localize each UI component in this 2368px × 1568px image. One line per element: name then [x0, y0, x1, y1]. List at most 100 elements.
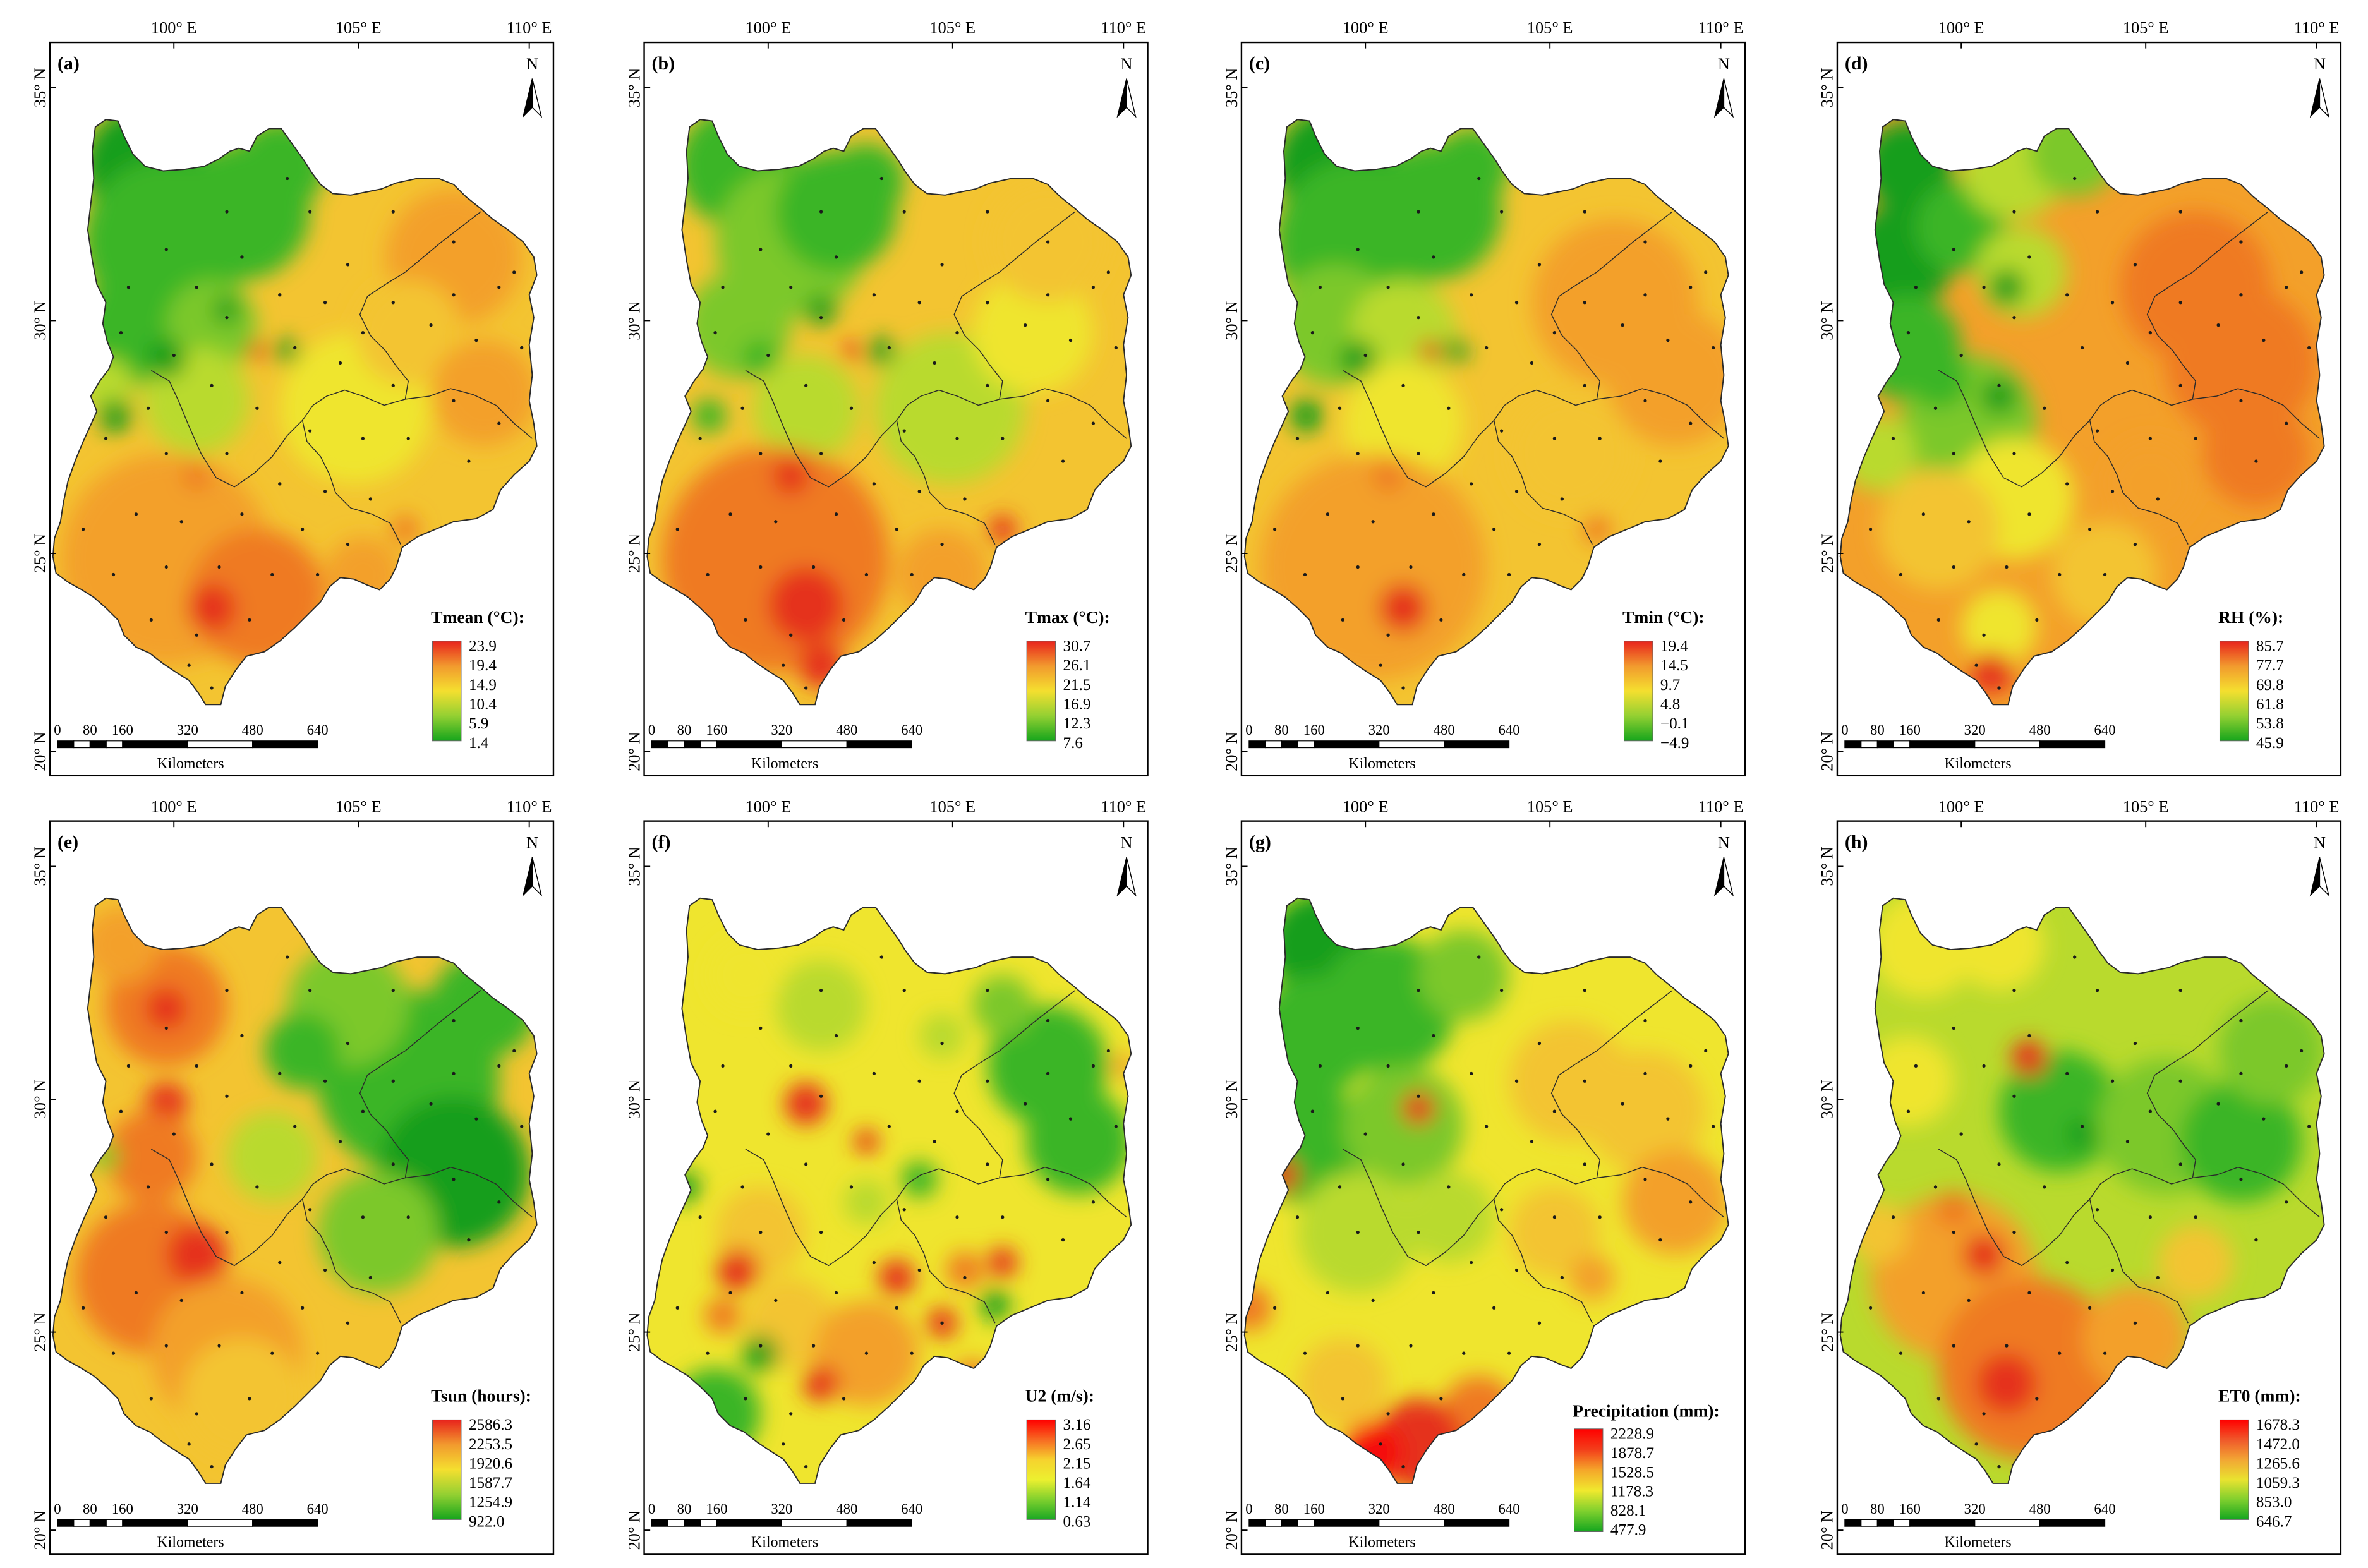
weather-station-dot	[497, 286, 501, 289]
weather-station-dot	[452, 240, 456, 244]
weather-station-dot	[940, 1321, 944, 1325]
weather-station-dot	[361, 1215, 365, 1219]
weather-station-dot	[2073, 176, 2077, 181]
legend: ET0 (mm): 1678.3 1472.0 1265.6 1059.3 853.0 64…	[2218, 1386, 2301, 1531]
weather-station-dot	[1643, 1071, 1647, 1075]
weather-station-dot	[1068, 338, 1073, 342]
legend-value: 19.4	[1660, 638, 1688, 655]
weather-station-dot	[104, 437, 108, 440]
weather-station-dot	[2081, 1125, 2084, 1128]
weather-station-dot	[323, 490, 327, 493]
weather-station-dot	[2239, 1178, 2243, 1181]
weather-station-dot	[2095, 1208, 2099, 1212]
weather-station-dot	[240, 1291, 244, 1294]
longitude-label: 100° E	[1343, 19, 1389, 37]
legend-value: 1678.3	[2256, 1416, 2300, 1433]
weather-station-dot	[1514, 1079, 1519, 1083]
weather-station-dot	[1936, 618, 1940, 622]
weather-station-dot	[1552, 330, 1557, 335]
weather-station-dot	[759, 248, 763, 251]
weather-station-dot	[1643, 293, 1647, 297]
scale-bar-tick-label: 0	[1245, 1501, 1252, 1517]
weather-station-dot	[872, 1071, 876, 1075]
weather-station-dot	[1891, 1215, 1895, 1219]
map-value-patch	[989, 516, 1017, 543]
weather-station-dot	[1401, 1162, 1405, 1166]
weather-station-dot	[225, 989, 229, 992]
weather-station-dot	[2103, 572, 2107, 577]
weather-station-dot	[512, 1049, 516, 1053]
map-value-patch	[1935, 1191, 1972, 1228]
weather-station-dot	[520, 346, 524, 350]
weather-station-dot	[804, 1464, 808, 1469]
scale-bar-unit-label: Kilometers	[1944, 1534, 2011, 1550]
weather-station-dot	[902, 1208, 906, 1212]
weather-station-dot	[766, 353, 770, 358]
scale-bar-tick-label: 160	[706, 722, 727, 738]
map-value-patch	[1403, 1171, 1494, 1263]
map-value-patch	[1908, 347, 1969, 409]
longitude-label: 110° E	[1698, 797, 1744, 816]
map-value-patch	[1379, 583, 1428, 632]
weather-station-dot	[2043, 1185, 2046, 1189]
weather-station-dot	[240, 512, 244, 516]
weather-station-dot	[1046, 240, 1050, 244]
latitude-label: 30° N	[625, 1080, 643, 1119]
scale-bar-segment	[667, 740, 685, 749]
map-value-patch	[1297, 1338, 1389, 1429]
weather-station-dot	[1091, 421, 1096, 425]
weather-station-dot	[1982, 633, 1986, 637]
north-arrow-right-half	[2319, 857, 2330, 897]
weather-station-dot	[1537, 1321, 1542, 1325]
scale-bar-tick-label: 640	[307, 722, 329, 738]
scale-bar-segment	[1265, 740, 1282, 749]
scale-bar-tick-label: 320	[1368, 1501, 1390, 1517]
weather-station-dot	[1046, 1071, 1050, 1075]
province-boundary	[301, 1198, 401, 1324]
scale-bar-tick-label: 480	[836, 1501, 857, 1517]
province-boundary	[1342, 1149, 1597, 1267]
province-boundary	[2192, 1166, 2320, 1218]
weather-station-dot	[293, 1125, 297, 1128]
weather-station-dot	[2125, 361, 2130, 365]
weather-station-dot	[1318, 1064, 1322, 1068]
weather-station-dot	[1689, 1064, 1693, 1068]
panel-d: 100° E 105° E 110° E 35° N 30° N 25° N 20° N (d…	[1818, 19, 2342, 777]
scale-bar-tick-label: 640	[901, 1501, 922, 1517]
legend-value: 646.7	[2256, 1513, 2292, 1530]
legend-colorbar	[1623, 641, 1653, 742]
scale-bar-tick-label: 160	[1303, 722, 1325, 738]
weather-station-dot	[1295, 437, 1300, 440]
weather-station-dot	[819, 989, 823, 992]
scale-bar-segment	[73, 740, 91, 749]
weather-station-dot	[2239, 1071, 2243, 1075]
weather-station-dot	[804, 383, 808, 387]
scale-bar-segment	[846, 740, 912, 749]
weather-station-dot	[368, 497, 373, 501]
north-label: N	[1718, 55, 1730, 73]
map-value-patch	[843, 1179, 890, 1225]
weather-station-dot	[872, 1260, 876, 1265]
map-value-patch	[213, 296, 241, 324]
weather-station-dot	[849, 406, 854, 410]
weather-station-dot	[1899, 572, 1903, 577]
weather-station-dot	[1061, 459, 1065, 463]
weather-station-dot	[1046, 1018, 1050, 1023]
legend: RH (%): 85.7 77.7 69.8 61.8 53.8 45.9	[2218, 607, 2284, 752]
map-value-patch	[2180, 1081, 2302, 1202]
scale-bar-tick-label: 0	[54, 722, 61, 738]
north-arrow: N	[1116, 834, 1137, 897]
weather-station-dot	[759, 1026, 763, 1030]
scale-bar-tick-label: 0	[648, 722, 655, 738]
legend-title: Precipitation (mm):	[1573, 1401, 1720, 1421]
weather-station-dot	[721, 1064, 725, 1068]
scale-bar-unit-label: Kilometers	[1944, 756, 2011, 772]
panel-b: 100° E 105° E 110° E 35° N 30° N 25° N 20° N (b…	[625, 19, 1149, 777]
weather-station-dot	[1689, 286, 1693, 289]
longitude-label: 105° E	[929, 797, 976, 816]
legend-value: 12.3	[1063, 715, 1091, 732]
weather-station-dot	[1409, 565, 1413, 569]
weather-station-dot	[1583, 210, 1586, 214]
scale-bar-segment	[187, 740, 253, 749]
weather-station-dot	[2103, 1351, 2107, 1355]
